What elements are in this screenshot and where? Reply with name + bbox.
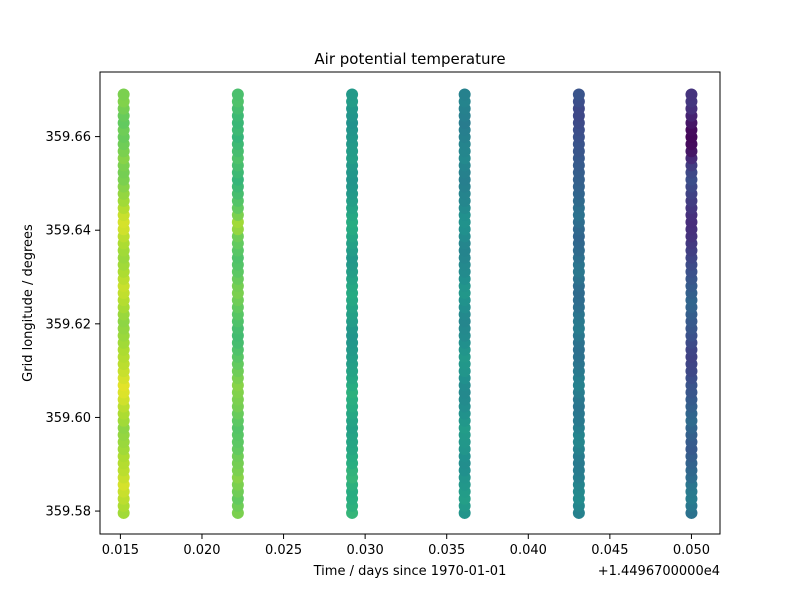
series-column-3 (346, 88, 359, 519)
data-point (572, 88, 585, 101)
series-column-4 (458, 88, 471, 519)
y-tick-label: 359.62 (46, 317, 92, 332)
y-axis: 359.58 359.60 359.62 359.64 359.66 (46, 130, 100, 520)
x-tick-label: 0.045 (591, 543, 628, 558)
series-column-6 (685, 88, 698, 519)
x-tick-label: 0.020 (183, 543, 220, 558)
series-column-5 (572, 88, 585, 519)
x-axis-offset-label: +1.4496700000e4 (598, 564, 720, 579)
x-tick-label: 0.030 (347, 543, 384, 558)
x-tick-label: 0.050 (673, 543, 710, 558)
data-point (231, 88, 244, 101)
chart-title: Air potential temperature (314, 50, 505, 68)
data-point (117, 88, 130, 101)
x-axis: 0.015 0.020 0.025 0.030 0.035 0.040 0.045 0.050 (102, 534, 710, 558)
series-column-2 (231, 88, 244, 519)
x-tick-label: 0.040 (510, 543, 547, 558)
data-point (458, 88, 471, 101)
plot-frame (99, 71, 721, 535)
y-axis-label: Grid longitude / degrees (21, 224, 36, 382)
x-axis-label: Time / days since 1970-01-01 (313, 564, 507, 579)
y-tick-label: 359.66 (46, 130, 92, 145)
x-tick-label: 0.015 (102, 543, 139, 558)
x-tick-label: 0.025 (265, 543, 302, 558)
y-tick-label: 359.60 (46, 411, 92, 426)
x-tick-label: 0.035 (428, 543, 465, 558)
series-column-1 (117, 88, 130, 519)
data-point (346, 88, 359, 101)
y-tick-label: 359.58 (46, 505, 92, 520)
y-tick-label: 359.64 (46, 224, 92, 239)
points-layer (117, 88, 698, 519)
data-point (685, 88, 698, 101)
